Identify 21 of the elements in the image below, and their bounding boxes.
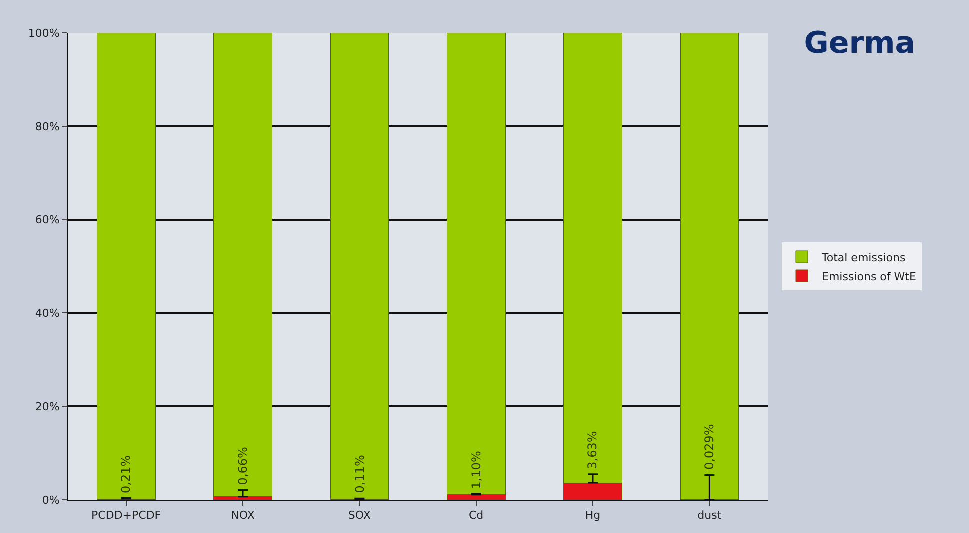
x-tick-label: Cd [468, 509, 484, 522]
legend-label: Emissions of WtE [822, 270, 916, 284]
text: Germa [804, 26, 916, 62]
data-label: 0,21% [119, 455, 134, 494]
y-tick-label: 100% [28, 26, 60, 40]
legend-label: Total emissions [821, 251, 906, 264]
y-tick-label: 0% [42, 494, 60, 507]
x-tick-label: PCDD+PCDF [92, 509, 162, 522]
x-tick-label: Hg [585, 509, 601, 522]
y-tick-label: 80% [35, 120, 60, 134]
y-tick-label: 60% [35, 214, 60, 227]
x-tick-label: SOX [348, 509, 372, 522]
data-label: 1,10% [469, 451, 484, 490]
x-tick-label: NOX [231, 509, 256, 522]
x-tick-label: dust [698, 509, 722, 522]
data-label: 0,029% [702, 424, 716, 470]
y-tick-label: 40% [35, 307, 60, 320]
data-label: 0,11% [353, 455, 368, 494]
data-label: 0,66% [236, 447, 250, 486]
y-tick-label: 20% [35, 400, 60, 414]
data-label: 3,63% [586, 431, 600, 470]
